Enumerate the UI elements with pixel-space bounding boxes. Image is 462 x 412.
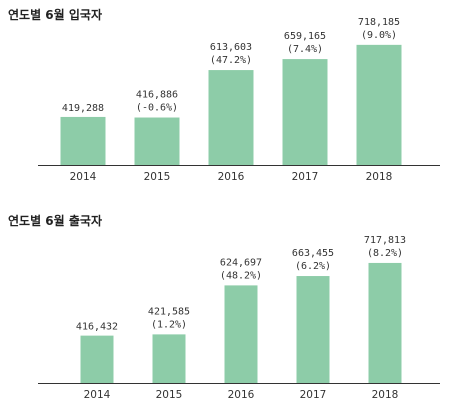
data-label-change: (7.4%)	[287, 44, 323, 55]
bar-2015	[152, 334, 186, 383]
chart-title: 연도별 6월 입국자	[8, 8, 102, 22]
data-label-value: 718,185	[358, 17, 400, 28]
data-label-value: 613,603	[210, 42, 252, 53]
chart-title: 연도별 6월 출국자	[8, 214, 102, 228]
chart-outbound: 연도별 6월 출국자 2014 416,432 2015 421,585 (1.2%) 2…	[0, 206, 462, 412]
bar-2017	[296, 276, 330, 383]
x-tick-label: 2018	[366, 171, 393, 183]
data-label-value: 416,886	[136, 90, 178, 101]
x-tick-label: 2018	[372, 389, 399, 401]
data-label-change: (47.2%)	[210, 55, 252, 66]
data-label-change: (-0.6%)	[136, 103, 178, 114]
chart-outbound-svg: 2014 416,432 2015 421,585 (1.2%) 2016 624,697 (…	[38, 235, 440, 401]
data-label-change: (6.2%)	[295, 261, 331, 272]
chart-inbound-svg: 2014 419,288 2015 416,886 (-0.6%) 2016 613,603…	[38, 17, 440, 183]
bar-2018	[368, 262, 402, 383]
x-tick-label: 2016	[218, 171, 245, 183]
data-label-value: 421,585	[148, 306, 190, 317]
bar-2014	[60, 116, 106, 165]
bar-2018	[356, 44, 402, 165]
x-tick-label: 2014	[84, 389, 111, 401]
data-label-value: 624,697	[220, 257, 262, 268]
bar-2014	[80, 335, 114, 383]
data-label-value: 659,165	[284, 31, 326, 42]
bar-2017	[282, 59, 328, 165]
x-tick-label: 2017	[300, 389, 327, 401]
data-label-value: 663,455	[292, 248, 334, 259]
data-label-value: 419,288	[62, 103, 104, 114]
data-label-change: (48.2%)	[220, 270, 262, 281]
bar-2016	[208, 70, 254, 165]
data-label-change: (9.0%)	[361, 30, 397, 41]
x-tick-label: 2014	[70, 171, 97, 183]
chart-inbound: 연도별 6월 입국자 2014 419,288 2015 416,886 (-0.6%)…	[0, 0, 462, 200]
x-tick-label: 2017	[292, 171, 319, 183]
x-tick-label: 2015	[156, 389, 183, 401]
x-tick-label: 2015	[144, 171, 171, 183]
data-label-value: 416,432	[76, 322, 118, 333]
bar-2016	[224, 285, 258, 383]
data-label-change: (1.2%)	[151, 319, 187, 330]
data-label-value: 717,813	[364, 235, 406, 246]
x-tick-label: 2016	[228, 389, 255, 401]
bar-2015	[134, 117, 180, 165]
data-label-change: (8.2%)	[367, 248, 403, 259]
